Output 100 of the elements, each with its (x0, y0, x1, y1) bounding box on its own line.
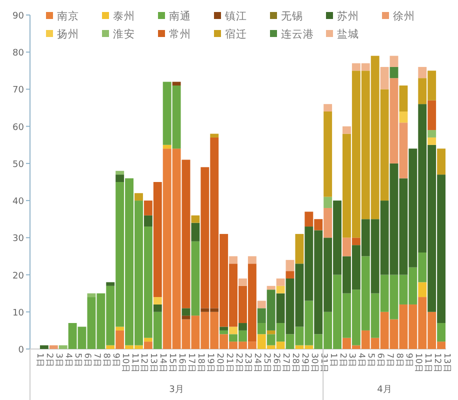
bar (229, 326, 238, 334)
x-tick-label: 2日 (44, 353, 54, 368)
bar (172, 82, 181, 86)
bar (116, 174, 124, 182)
bar (266, 286, 276, 290)
x-tick-label: 8日 (100, 353, 111, 368)
bar (286, 271, 294, 278)
bar (428, 100, 436, 130)
x-tick-label: 17日 (186, 353, 196, 373)
bar (220, 326, 228, 330)
x-tick-label: 4日 (356, 353, 366, 368)
legend-label: 南通 (169, 10, 191, 22)
bar (144, 338, 152, 342)
bar (342, 238, 351, 256)
x-tick-label: 12日 (138, 353, 149, 373)
legend-label: 扬州 (57, 28, 79, 40)
bar (49, 345, 58, 349)
bar (295, 234, 304, 264)
bar (380, 66, 389, 90)
x-tick-label: 2日 (337, 353, 348, 368)
x-tick-label: 22日 (233, 353, 244, 373)
x-tick-label: 27日 (280, 353, 291, 373)
x-tick-label: 9日 (403, 353, 414, 368)
x-tick-label: 29日 (299, 353, 310, 373)
x-tick-label: 3日 (346, 353, 357, 368)
bar (210, 134, 219, 138)
bar (162, 144, 172, 149)
bar (324, 104, 332, 112)
legend-label: 泰州 (113, 10, 135, 22)
x-tick-label: 4日 (63, 353, 74, 368)
bar (220, 330, 228, 334)
bar (399, 86, 408, 112)
legend-label: 淮安 (113, 28, 135, 40)
x-tick-label: 11日 (422, 353, 432, 373)
bar (153, 297, 162, 304)
legend-label: 连云港 (281, 28, 314, 40)
x-tick-label: 10日 (412, 353, 423, 373)
legend-label: 宿迁 (225, 28, 247, 40)
x-tick-label: 15日 (167, 353, 178, 373)
y-tick-label: 40 (12, 197, 24, 208)
x-tick-label: 7日 (384, 353, 395, 368)
legend-label: 徐州 (393, 10, 415, 22)
bar (144, 215, 152, 227)
legend-label: 盐城 (337, 28, 359, 40)
x-tick-label: 12日 (432, 353, 442, 373)
bar (191, 222, 200, 242)
x-tick-label: 13日 (441, 353, 452, 373)
bar (286, 260, 294, 272)
bar (191, 241, 200, 316)
bar (276, 278, 285, 286)
x-tick-label: 1日 (328, 353, 338, 368)
x-tick-label: 20日 (214, 353, 224, 373)
bar (106, 345, 115, 349)
x-tick-label: 14日 (158, 353, 168, 373)
x-tick-label: 6日 (82, 353, 92, 368)
x-tick-label: 9日 (110, 353, 120, 368)
bar (191, 215, 200, 223)
y-tick-label: 80 (12, 48, 24, 59)
bar (428, 137, 436, 145)
bar (40, 345, 48, 349)
bar (106, 282, 115, 286)
y-tick-label: 60 (12, 122, 24, 133)
bar (342, 126, 351, 134)
bar (116, 170, 124, 175)
x-tick-label: 5日 (366, 353, 376, 368)
bar (418, 66, 427, 78)
x-tick-label: 31日 (318, 353, 328, 373)
bar (437, 148, 446, 175)
bar (58, 345, 68, 349)
x-tick-label: 24日 (252, 353, 262, 373)
bar (182, 160, 190, 308)
x-tick-label: 13日 (148, 353, 158, 373)
x-tick-label: 7日 (91, 353, 102, 368)
y-tick-label: 0 (18, 346, 24, 356)
x-tick-label: 16日 (176, 353, 187, 373)
legend-label: 无锡 (281, 10, 303, 22)
x-tick-label: 8日 (394, 353, 404, 368)
x-tick-label: 23日 (242, 353, 253, 373)
bar (276, 286, 285, 294)
y-tick-label: 30 (12, 234, 24, 244)
text: 3月 (169, 385, 184, 395)
x-tick-label: 11日 (129, 353, 140, 373)
bar (266, 330, 276, 334)
x-tick-label: 6日 (375, 353, 386, 368)
bar (116, 326, 124, 330)
bar (153, 304, 162, 312)
bar (248, 256, 256, 264)
x-tick-label: 18日 (195, 353, 206, 373)
x-tick-label: 1日 (34, 353, 45, 368)
bar (144, 342, 152, 349)
bar (87, 293, 96, 298)
legend-label: 南京 (57, 10, 79, 22)
legend-label: 常州 (169, 28, 191, 40)
x-tick-label: 28日 (290, 353, 300, 373)
bar (324, 196, 332, 208)
bar (238, 278, 247, 286)
x-tick-label: 3日 (54, 353, 64, 368)
bar (437, 323, 446, 342)
text: 4月 (377, 385, 392, 395)
y-tick-label: 90 (12, 12, 24, 22)
